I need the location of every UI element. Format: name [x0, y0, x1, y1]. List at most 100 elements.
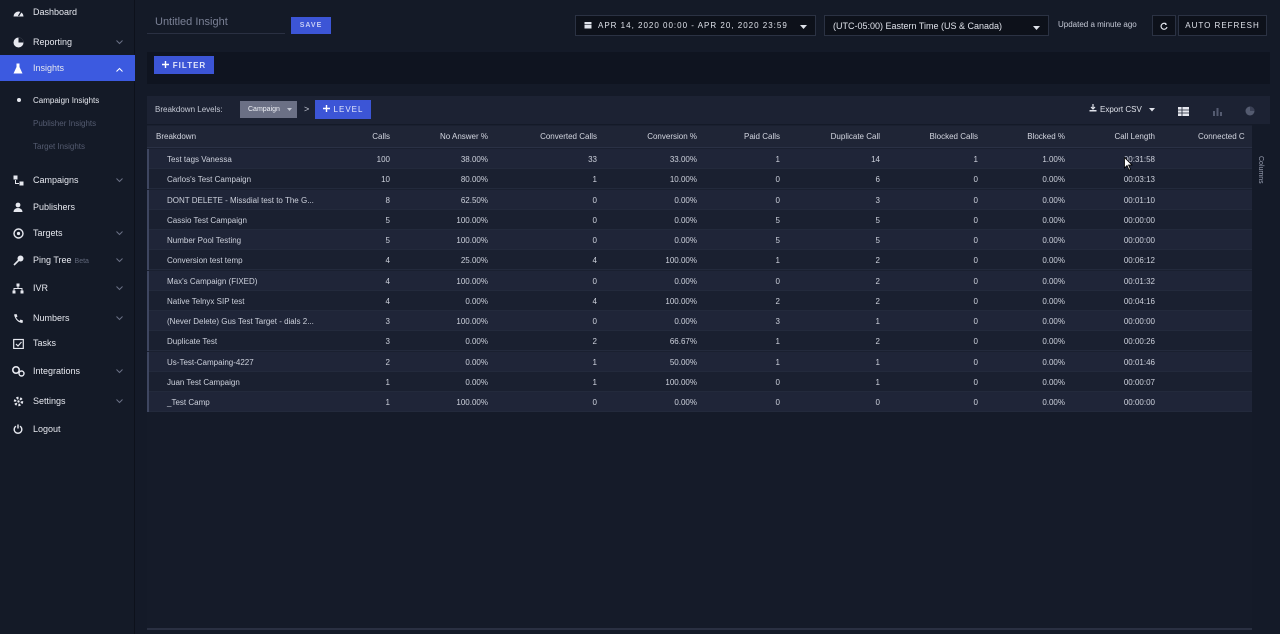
table-cell: 0.00%: [1042, 296, 1065, 306]
bullet-icon: [17, 98, 21, 102]
sidebar-item-insights[interactable]: Insights: [0, 55, 135, 81]
table-cell: 14: [871, 155, 880, 164]
table-cell: 1: [385, 398, 390, 407]
table-row[interactable]: _Test Camp 1 100.00% 0 0.00% 0 0 0 0.00% 00:00:00: [147, 392, 1252, 412]
table-cell: 100.00%: [456, 236, 488, 245]
column-header[interactable]: Call Length: [1114, 132, 1155, 141]
table-cell: 0.00%: [1042, 357, 1065, 367]
sidebar-subitem-publisher-insights[interactable]: Publisher Insights: [0, 114, 135, 132]
sidebar-item-settings[interactable]: Settings: [0, 389, 135, 413]
row-edge: [147, 270, 149, 291]
filter-button[interactable]: FILTER: [154, 56, 214, 74]
table-row[interactable]: Cassio Test Campaign 5 100.00% 0 0.00% 5 5 0 0.0…: [147, 209, 1252, 230]
table-cell: 4: [385, 276, 390, 286]
table-row[interactable]: Duplicate Test 3 0.00% 2 66.67% 1 2 0 0.00% 00:00…: [147, 331, 1252, 352]
sidebar-item-ivr[interactable]: IVR: [0, 276, 135, 300]
table-cell: 0: [775, 276, 780, 286]
cell-breakdown: Carlos's Test Campaign: [167, 175, 252, 185]
add-level-button[interactable]: LEVEL: [315, 100, 371, 119]
table-cell: 25.00%: [460, 256, 488, 266]
breakdown-level-select[interactable]: Campaign: [240, 101, 297, 118]
save-button[interactable]: SAVE: [291, 17, 331, 34]
table-row[interactable]: DONT DELETE - Missdial test to The G... 8…: [147, 189, 1252, 210]
table-row[interactable]: Native Telnyx SIP test 4 0.00% 4 100.00% 2 2 0 0…: [147, 290, 1252, 311]
caret-down-icon: [800, 23, 807, 32]
table-cell: 0: [775, 195, 780, 205]
column-header[interactable]: Duplicate Call: [830, 132, 880, 141]
table-row[interactable]: Number Pool Testing 5 100.00% 0 0.00% 5 5 0 0.00…: [147, 230, 1252, 250]
table-cell: 0: [592, 215, 597, 225]
sidebar-subitem-target-insights[interactable]: Target Insights: [0, 137, 135, 155]
column-header[interactable]: Converted Calls: [540, 132, 597, 141]
ping-tree-icon: [11, 255, 25, 266]
sidebar-item-numbers[interactable]: Numbers: [0, 306, 135, 330]
sidebar-item-label: Reporting: [33, 37, 73, 47]
table-cell: 0: [973, 236, 978, 245]
sidebar-item-publishers[interactable]: Publishers: [0, 195, 135, 219]
sidebar-item-label: Ping Tree Beta: [33, 255, 89, 265]
table-cell: 2: [875, 337, 880, 347]
date-range-picker[interactable]: APR 14, 2020 00:00 - APR 20, 2020 23:59: [575, 15, 816, 36]
sidebar-item-label: Dashboard: [33, 7, 78, 17]
table-cell: 00:00:00: [1123, 398, 1155, 407]
table-cell: 0: [592, 398, 597, 407]
export-csv-button[interactable]: Export CSV: [1089, 104, 1155, 114]
table-cell: 0.00%: [674, 215, 697, 225]
table-cell: 1: [592, 175, 597, 185]
sidebar-item-dashboard[interactable]: Dashboard: [0, 0, 135, 24]
table-row[interactable]: Max's Campaign (FIXED) 4 100.00% 0 0.00% 0 2 0 0…: [147, 270, 1252, 291]
table-row[interactable]: (Never Delete) Gus Test Target - dials 2…: [147, 311, 1252, 331]
flask-icon: [11, 63, 25, 74]
table-cell: 1.00%: [1042, 155, 1065, 164]
table-cell: 0: [973, 357, 978, 367]
columns-panel-toggle[interactable]: Columns: [1255, 142, 1267, 202]
sidebar-item-logout[interactable]: Logout: [0, 417, 135, 441]
sidebar-subitem-campaign-insights[interactable]: Campaign Insights: [0, 91, 135, 109]
table-view-icon[interactable]: [1178, 103, 1189, 121]
sidebar-item-reporting[interactable]: Reporting: [0, 30, 135, 54]
sidebar-item-tasks[interactable]: Tasks: [0, 331, 135, 355]
table-row[interactable]: Carlos's Test Campaign 10 80.00% 1 10.00% 0 6 0…: [147, 169, 1252, 190]
table-row[interactable]: Us-Test-Campaing-4227 2 0.00% 1 50.00% 1 1 0 0.0…: [147, 351, 1252, 372]
column-header[interactable]: Blocked %: [1027, 132, 1065, 141]
sidebar-item-targets[interactable]: Targets: [0, 221, 135, 245]
sidebar-item-label: Logout: [33, 424, 61, 434]
columns-label: Columns: [1257, 156, 1264, 184]
sidebar-item-campaigns[interactable]: Campaigns: [0, 168, 135, 192]
column-header[interactable]: Calls: [372, 132, 390, 141]
sidebar-item-label: Tasks: [33, 338, 57, 348]
chevron-down-icon: [116, 255, 123, 265]
insight-name-input[interactable]: Untitled Insight: [147, 12, 285, 34]
beta-badge: Beta: [74, 258, 89, 265]
auto-refresh-button[interactable]: AUTO REFRESH: [1178, 15, 1267, 36]
grid-empty-area: [147, 412, 1252, 630]
column-header[interactable]: Paid Calls: [743, 132, 780, 141]
pie-chart-view-icon[interactable]: [1245, 103, 1255, 121]
sidebar-item-integrations[interactable]: Integrations: [0, 359, 135, 383]
table-cell: 2: [592, 337, 597, 347]
table-row[interactable]: Test tags Vanessa 100 38.00% 33 33.00% 1 14 1 1.…: [147, 149, 1252, 169]
table-row[interactable]: Juan Test Campaign 1 0.00% 1 100.00% 0 1 0 0.00%…: [147, 371, 1252, 392]
column-header[interactable]: Blocked Calls: [929, 132, 978, 141]
sidebar-item-label: Targets: [33, 228, 63, 238]
table-row[interactable]: Conversion test temp 4 25.00% 4 100.00% 1 2 0 0.…: [147, 250, 1252, 271]
column-header[interactable]: Conversion %: [647, 132, 697, 141]
cell-breakdown: Conversion test temp: [167, 256, 243, 266]
table-cell: 00:01:10: [1123, 195, 1155, 205]
refresh-button[interactable]: [1152, 15, 1176, 36]
row-edge: [147, 250, 149, 271]
table-cell: 38.00%: [460, 155, 488, 164]
table-cell: 100.00%: [456, 215, 488, 225]
bar-chart-view-icon[interactable]: [1212, 103, 1223, 121]
column-header[interactable]: Breakdown: [156, 132, 197, 141]
sidebar-item-ping-tree[interactable]: Ping Tree Beta: [0, 248, 135, 272]
table-cell: 0: [973, 377, 978, 387]
column-header[interactable]: Connected C: [1198, 132, 1245, 141]
timezone-select[interactable]: (UTC-05:00) Eastern Time (US & Canada): [824, 15, 1049, 36]
calendar-icon: [584, 21, 592, 31]
table-cell: 0: [973, 195, 978, 205]
table-cell: 4: [385, 256, 390, 266]
sidebar-item-label: Integrations: [33, 366, 81, 376]
column-header[interactable]: No Answer %: [439, 132, 488, 141]
table-cell: 33: [588, 155, 597, 164]
